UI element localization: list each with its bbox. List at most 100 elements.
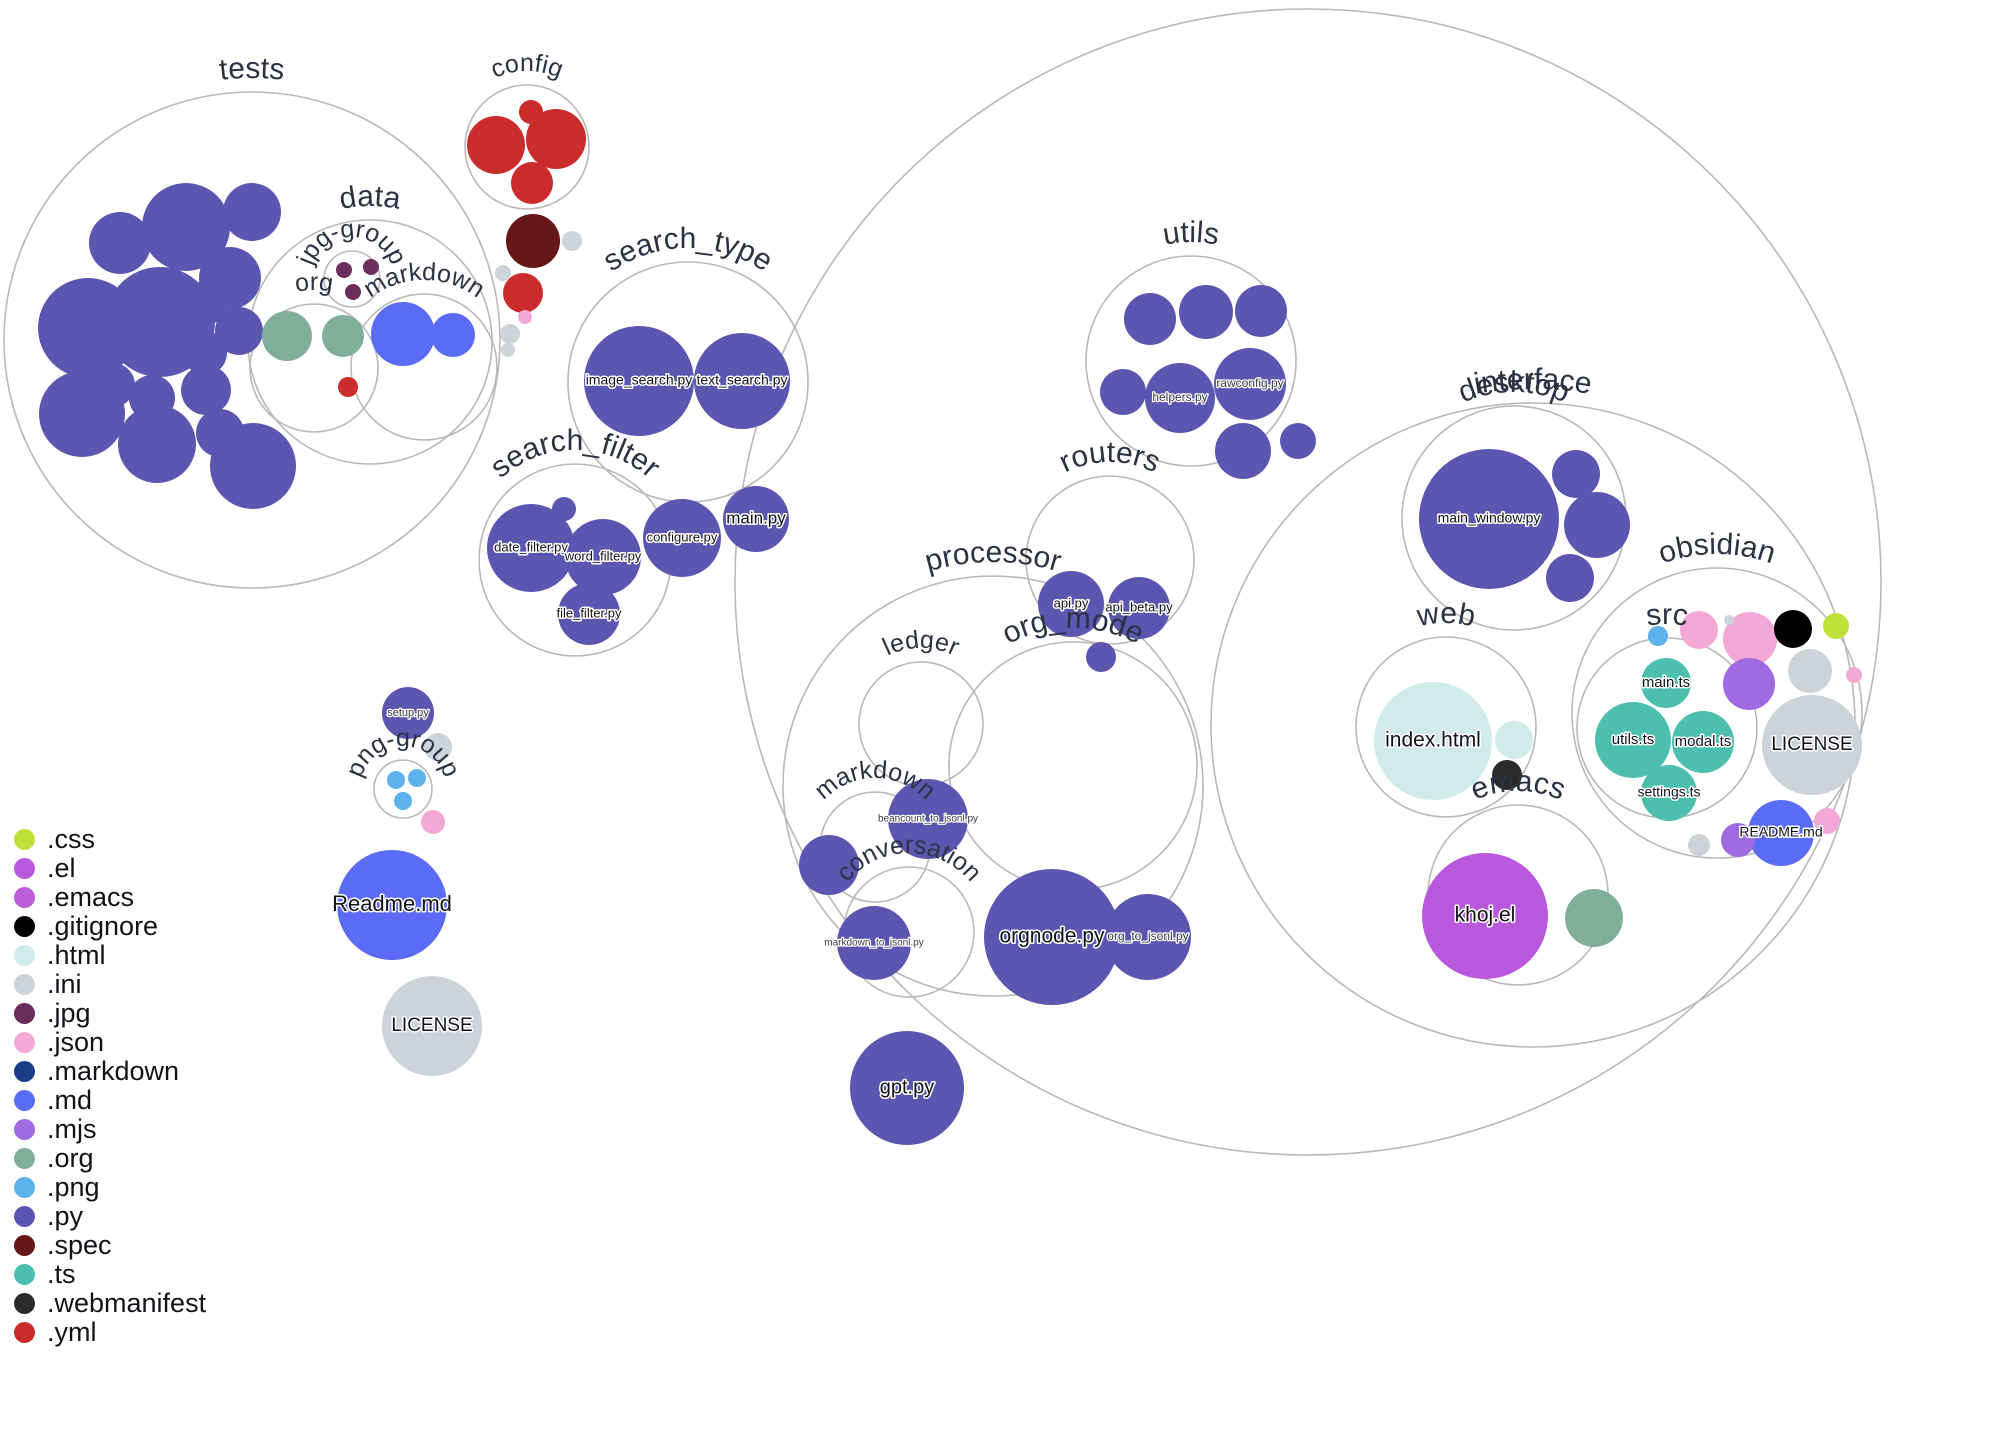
file-circle-unlabeled-94[interactable]	[1688, 834, 1710, 856]
file-circle-unlabeled-22[interactable]	[345, 284, 361, 300]
file-circle-khoj.el[interactable]	[1422, 853, 1548, 979]
file-circle-Readme.md[interactable]	[337, 850, 447, 960]
file-circle-org_to_jsonl.py[interactable]	[1105, 894, 1191, 980]
group-circle-org[interactable]	[249, 303, 379, 433]
file-circle-unlabeled-7[interactable]	[215, 307, 263, 355]
group-circle-markdown[interactable]	[350, 293, 498, 441]
file-circle-unlabeled-18[interactable]	[526, 109, 586, 169]
file-circle-main.py[interactable]	[723, 486, 789, 552]
file-circle-main.ts[interactable]	[1641, 658, 1691, 708]
file-circle-unlabeled-76[interactable]	[1565, 889, 1623, 947]
legend-item-gitignore[interactable]: .gitignore	[14, 912, 206, 941]
group-circle-tests[interactable]	[3, 91, 501, 589]
group-circle-routers[interactable]	[1025, 475, 1195, 645]
file-circle-unlabeled-13[interactable]	[118, 405, 196, 483]
legend-item-html[interactable]: .html	[14, 941, 206, 970]
file-circle-rawconfig.py[interactable]	[1214, 348, 1286, 420]
file-circle-api.py[interactable]	[1038, 571, 1104, 637]
legend-item-spec[interactable]: .spec	[14, 1231, 206, 1260]
file-circle-unlabeled-30[interactable]	[495, 265, 511, 281]
file-circle-unlabeled-37[interactable]	[387, 771, 405, 789]
file-circle-unlabeled-25[interactable]	[371, 302, 435, 366]
file-circle-unlabeled-84[interactable]	[1846, 667, 1862, 683]
file-circle-helpers.py[interactable]	[1145, 363, 1215, 433]
file-circle-beancount_to_jsonl.py[interactable]	[888, 779, 968, 859]
group-circle-obsidian[interactable]	[1571, 567, 1863, 859]
legend-item-markdown[interactable]: .markdown	[14, 1057, 206, 1086]
file-circle-unlabeled-24[interactable]	[322, 315, 364, 357]
file-circle-unlabeled-74[interactable]	[1492, 760, 1522, 790]
file-circle-README.md[interactable]	[1748, 800, 1814, 866]
file-circle-unlabeled-39[interactable]	[394, 792, 412, 810]
file-circle-unlabeled-6[interactable]	[186, 280, 230, 324]
legend-item-ts[interactable]: .ts	[14, 1260, 206, 1289]
file-circle-unlabeled-82[interactable]	[1823, 613, 1849, 639]
file-circle-unlabeled-81[interactable]	[1774, 610, 1812, 648]
file-circle-unlabeled-28[interactable]	[506, 214, 560, 268]
file-circle-unlabeled-36[interactable]	[424, 733, 452, 761]
legend-item-md[interactable]: .md	[14, 1086, 206, 1115]
file-circle-unlabeled-34[interactable]	[501, 343, 515, 357]
file-circle-utils.ts[interactable]	[1595, 702, 1671, 778]
file-circle-unlabeled-32[interactable]	[518, 310, 532, 324]
group-circle-png-group[interactable]	[373, 759, 433, 819]
file-circle-date_filter.py[interactable]	[487, 504, 575, 592]
file-circle-setup.py[interactable]	[382, 687, 434, 739]
file-circle-unlabeled-77[interactable]	[1648, 626, 1668, 646]
file-circle-main_window.py[interactable]	[1419, 449, 1559, 589]
file-circle-index.html[interactable]	[1374, 682, 1492, 800]
legend-item-yml[interactable]: .yml	[14, 1318, 206, 1347]
legend-item-el[interactable]: .el	[14, 854, 206, 883]
file-circle-unlabeled-61[interactable]	[1086, 642, 1116, 672]
file-circle-unlabeled-19[interactable]	[511, 162, 553, 204]
file-circle-unlabeled-58[interactable]	[1280, 423, 1316, 459]
file-circle-unlabeled-26[interactable]	[431, 313, 475, 357]
file-circle-unlabeled-92[interactable]	[1814, 808, 1840, 834]
group-circle-processor[interactable]	[782, 575, 1204, 997]
file-circle-image_search.py[interactable]	[584, 326, 694, 436]
file-circle-unlabeled-17[interactable]	[467, 116, 525, 174]
file-circle-unlabeled-51[interactable]	[1124, 293, 1176, 345]
legend-item-webmanifest[interactable]: .webmanifest	[14, 1289, 206, 1318]
file-circle-unlabeled-31[interactable]	[503, 273, 543, 313]
legend-item-emacs[interactable]: .emacs	[14, 883, 206, 912]
file-circle-unlabeled-78[interactable]	[1680, 611, 1718, 649]
group-circle-config[interactable]	[464, 84, 590, 210]
file-circle-unlabeled-11[interactable]	[91, 363, 135, 407]
file-circle-unlabeled-20[interactable]	[336, 262, 352, 278]
file-circle-unlabeled-23[interactable]	[262, 311, 312, 361]
legend-item-png[interactable]: .png	[14, 1173, 206, 1202]
file-circle-orgnode.py[interactable]	[984, 869, 1120, 1005]
file-circle-unlabeled-40[interactable]	[421, 810, 445, 834]
file-circle-unlabeled-3[interactable]	[223, 183, 281, 241]
file-circle-unlabeled-54[interactable]	[1100, 369, 1146, 415]
file-circle-unlabeled-52[interactable]	[1179, 285, 1233, 339]
group-circle-utils[interactable]	[1085, 255, 1297, 467]
file-circle-settings.ts[interactable]	[1641, 765, 1697, 821]
group-circle-web[interactable]	[1355, 636, 1537, 818]
file-circle-unlabeled-2[interactable]	[142, 183, 230, 271]
file-circle-gpt.py[interactable]	[850, 1031, 964, 1145]
file-circle-modal.ts[interactable]	[1672, 711, 1734, 773]
legend-item-org[interactable]: .org	[14, 1144, 206, 1173]
group-circle-jpg-group[interactable]	[323, 250, 381, 308]
legend-item-json[interactable]: .json	[14, 1028, 206, 1057]
file-circle-unlabeled-29[interactable]	[562, 231, 582, 251]
file-circle-unlabeled-38[interactable]	[408, 769, 426, 787]
legend-item-ini[interactable]: .ini	[14, 970, 206, 999]
file-circle-text_search.py[interactable]	[694, 333, 790, 429]
file-circle-LICENSE[interactable]	[382, 976, 482, 1076]
file-circle-unlabeled-1[interactable]	[89, 212, 151, 274]
legend-item-mjs[interactable]: .mjs	[14, 1115, 206, 1144]
file-circle-unlabeled-71[interactable]	[1546, 554, 1594, 602]
file-circle-unlabeled-33[interactable]	[500, 324, 520, 344]
file-circle-unlabeled-73[interactable]	[1495, 721, 1533, 759]
file-circle-configure.py[interactable]	[643, 499, 721, 577]
file-circle-unlabeled-47[interactable]	[552, 497, 576, 521]
file-circle-unlabeled-21[interactable]	[363, 259, 379, 275]
legend-item-py[interactable]: .py	[14, 1202, 206, 1231]
file-circle-unlabeled-80[interactable]	[1724, 615, 1734, 625]
file-circle-unlabeled-79[interactable]	[1723, 612, 1777, 666]
file-circle-unlabeled-63[interactable]	[799, 835, 859, 895]
file-circle-unlabeled-93[interactable]	[1721, 823, 1755, 857]
